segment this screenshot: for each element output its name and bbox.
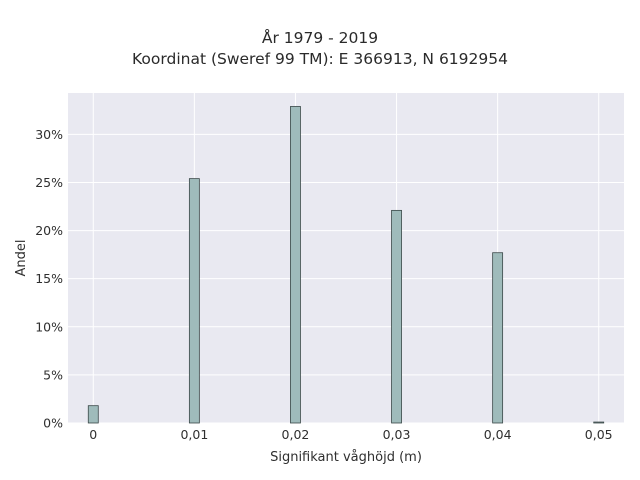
plot-area [68, 93, 624, 423]
bar-5 [593, 421, 605, 424]
x-tick-label: 0,02 [282, 427, 310, 442]
chart-title-line-1: År 1979 - 2019 [261, 29, 379, 47]
y-tick-labels: 0% 5% 10% 15% 20% 25% 30% [35, 127, 63, 431]
y-axis-label: Andel [14, 240, 29, 277]
x-tick-label: 0,03 [383, 427, 411, 442]
y-tick-label: 0% [43, 416, 63, 431]
bars [87, 106, 605, 424]
y-tick-label: 30% [35, 127, 63, 142]
bar-0 [87, 405, 99, 424]
x-axis-label: Signifikant våghöjd (m) [270, 450, 422, 465]
x-tick-label: 0,04 [484, 427, 512, 442]
y-tick-label: 20% [35, 223, 63, 238]
y-tick-label: 10% [35, 319, 63, 334]
y-tick-label: 5% [43, 367, 63, 382]
chart-title: År 1979 - 2019 Koordinat (Sweref 99 TM):… [0, 28, 640, 70]
bar-1 [188, 178, 200, 424]
x-tick-label: 0,05 [585, 427, 613, 442]
bar-3 [391, 209, 402, 424]
y-tick-label: 25% [35, 175, 63, 190]
x-tick-labels: 0 0,01 0,02 0,03 0,04 0,05 [89, 427, 612, 442]
y-tick-label: 15% [35, 271, 63, 286]
chart-title-line-2: Koordinat (Sweref 99 TM): E 366913, N 61… [132, 50, 508, 68]
bar-2 [290, 106, 301, 424]
x-tick-label: 0,01 [180, 427, 208, 442]
x-tick-label: 0 [89, 427, 97, 442]
bar-4 [492, 252, 504, 424]
